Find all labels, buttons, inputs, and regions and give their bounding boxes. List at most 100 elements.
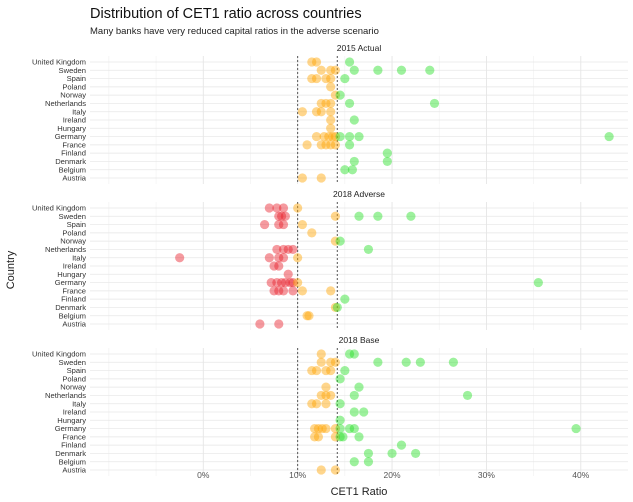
data-point (415, 357, 425, 367)
data-point (311, 73, 322, 84)
data-point (274, 261, 284, 271)
y-tick-label: Finland (61, 441, 86, 450)
data-point (264, 203, 274, 213)
data-point (307, 73, 317, 84)
y-tick-label: Austria (62, 320, 86, 329)
data-point (307, 365, 317, 376)
data-point (373, 211, 383, 221)
data-point (411, 448, 421, 459)
data-point (571, 423, 581, 434)
data-point (278, 244, 289, 255)
data-point (278, 219, 289, 230)
data-point (401, 357, 411, 367)
data-point (335, 432, 345, 442)
data-point (260, 219, 270, 230)
y-tick-label: Norway (60, 91, 86, 100)
panel-title: 2015 Actual (337, 43, 382, 53)
y-tick-label: Finland (61, 149, 86, 158)
data-point (363, 448, 374, 459)
y-tick-label: Belgium (59, 165, 86, 174)
data-point (326, 73, 336, 84)
y-tick-label: Italy (72, 399, 86, 408)
data-point (311, 57, 322, 67)
data-point (278, 253, 289, 263)
y-tick-label: Poland (62, 374, 86, 383)
chart-title: Distribution of CET1 ratio across countr… (90, 6, 362, 22)
data-point (266, 277, 276, 288)
y-tick-label: Ireland (63, 116, 86, 125)
data-point (307, 399, 317, 409)
x-tick-label: 40% (572, 470, 589, 480)
data-point (349, 115, 359, 125)
y-tick-label: Belgium (59, 457, 86, 466)
data-point (330, 140, 341, 150)
data-point (283, 269, 293, 279)
data-point (326, 98, 336, 109)
data-point (280, 211, 290, 221)
data-point (406, 211, 416, 221)
y-tick-label: Hungary (57, 416, 86, 425)
y-tick-label: Finland (61, 295, 86, 304)
data-point (396, 65, 407, 75)
data-point (321, 390, 331, 401)
y-tick-label: United Kingdom (32, 58, 86, 67)
y-tick-label: Spain (67, 366, 86, 375)
data-point (326, 357, 336, 367)
y-tick-label: Denmark (55, 449, 86, 458)
data-point (326, 107, 336, 117)
y-tick-label: Norway (60, 383, 86, 392)
data-point (311, 365, 322, 376)
data-point (280, 277, 290, 288)
data-point (321, 365, 331, 376)
data-point (340, 294, 350, 304)
data-point (324, 131, 334, 142)
data-point (332, 302, 342, 313)
data-point (302, 140, 312, 150)
data-point (321, 98, 331, 109)
data-point (330, 423, 341, 434)
chart-subtitle: Many banks have very reduced capital rat… (90, 26, 379, 37)
data-point (429, 98, 440, 109)
data-point (297, 107, 307, 117)
data-point (321, 423, 331, 434)
data-point (278, 203, 289, 213)
data-point (448, 357, 458, 367)
y-tick-label: France (62, 432, 86, 441)
y-tick-label: Denmark (55, 303, 86, 312)
y-tick-label: Spain (67, 74, 86, 83)
x-tick-label: 30% (478, 470, 495, 480)
y-tick-label: Germany (55, 424, 86, 433)
data-point (310, 432, 320, 442)
data-point (340, 73, 350, 84)
data-point (269, 261, 279, 271)
y-tick-label: Hungary (57, 124, 86, 133)
data-point (307, 57, 317, 67)
data-point (326, 365, 336, 376)
data-point (344, 57, 355, 67)
data-point (335, 131, 345, 142)
y-tick-label: Poland (62, 82, 86, 91)
x-tick-label: 0% (197, 470, 210, 480)
data-point (373, 357, 383, 367)
y-tick-label: Germany (55, 132, 86, 141)
data-point (330, 302, 341, 313)
data-point (274, 253, 284, 263)
data-point (316, 357, 326, 367)
y-axis-title: Country (5, 250, 17, 289)
data-point (335, 236, 345, 246)
data-point (327, 131, 338, 142)
y-tick-label: Belgium (59, 311, 86, 320)
data-point (359, 407, 369, 417)
data-point (274, 319, 284, 329)
data-point (272, 277, 282, 288)
data-point (316, 173, 326, 183)
data-point (330, 465, 341, 475)
data-point (293, 253, 303, 263)
data-point (533, 277, 543, 288)
data-point (349, 390, 359, 401)
data-point (285, 277, 295, 288)
y-tick-label: Denmark (55, 157, 86, 166)
data-point (354, 382, 364, 392)
data-point (316, 65, 326, 75)
